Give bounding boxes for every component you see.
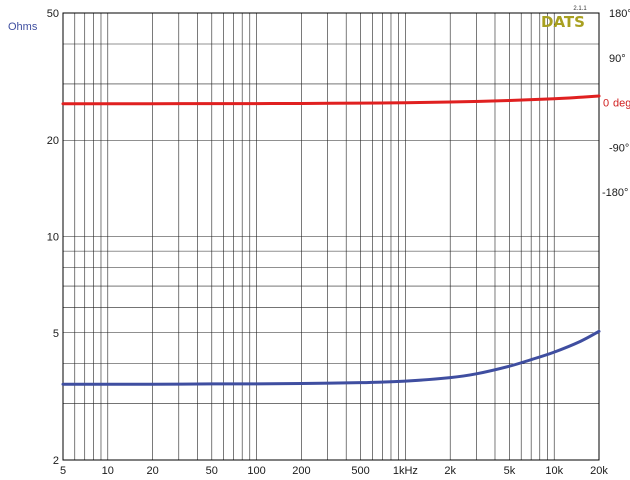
y-left-tick-label: 20 <box>47 135 59 147</box>
x-tick-label: 1kHz <box>393 465 418 477</box>
y-left-unit-label: Ohms <box>8 21 38 33</box>
x-tick-label: 5k <box>504 465 516 477</box>
logo-version: 2.1.1 <box>573 6 587 12</box>
x-tick-label: 5 <box>60 465 66 477</box>
logo-brand: DATS <box>541 13 585 31</box>
axes: 5 10 20 50 100 200 500 1kHz 2k 5k 10k 20k25102050Oh… <box>8 8 630 477</box>
y-left-tick-label: 5 <box>53 328 59 340</box>
x-tick-label: 50 <box>206 465 218 477</box>
x-tick-label: 2k <box>444 465 456 477</box>
series <box>61 94 601 386</box>
x-tick-label: 20k <box>590 465 608 477</box>
y-left-tick-label: 50 <box>47 8 59 20</box>
phase-line <box>61 94 601 106</box>
x-tick-label: 500 <box>351 465 369 477</box>
y-right-tick-label: 0 <box>603 98 609 110</box>
plot-frame <box>62 12 600 461</box>
y-right-tick-label: 180° <box>609 8 630 20</box>
y-left-tick-label: 10 <box>47 232 59 244</box>
x-tick-label: 200 <box>292 465 310 477</box>
grid <box>62 12 600 461</box>
x-tick-label: 10k <box>545 465 563 477</box>
impedance-line <box>61 329 601 386</box>
y-right-tick-label: -180° <box>602 187 628 199</box>
x-tick-label: 100 <box>247 465 265 477</box>
y-left-tick-label: 2 <box>53 455 59 467</box>
y-right-tick-label: -90° <box>609 142 629 154</box>
x-tick-label: 20 <box>146 465 158 477</box>
dats-logo: 2.1.1 DATS <box>541 6 587 31</box>
x-tick-label: 10 <box>102 465 114 477</box>
y-right-tick-label: 90° <box>609 53 626 65</box>
y-right-unit-label: deg <box>613 98 630 110</box>
